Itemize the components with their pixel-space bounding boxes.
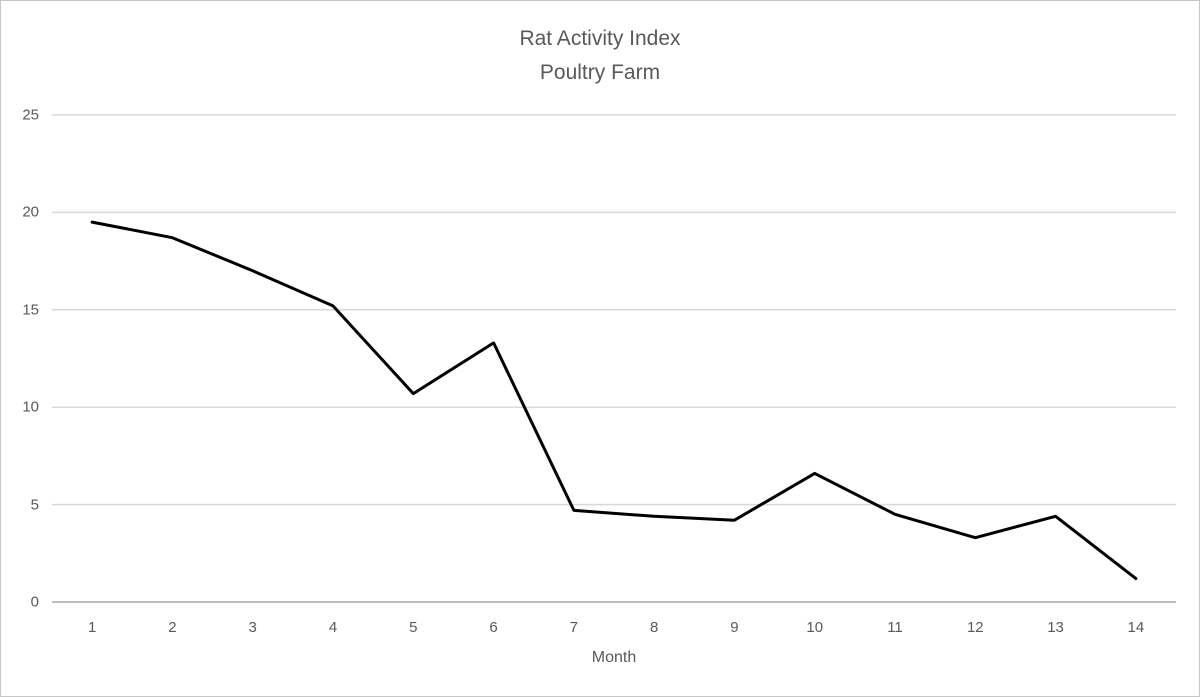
y-tick-label-25: 25 (22, 106, 39, 124)
x-tick-label-8: 8 (649, 619, 659, 636)
x-tick-label-7: 7 (569, 619, 579, 636)
x-tick-label-6: 6 (489, 619, 498, 636)
x-tick-label-2: 2 (168, 619, 177, 636)
x-tick-label-11: 11 (887, 619, 903, 636)
x-axis-title: Month (591, 649, 637, 666)
y-tick-label-10: 10 (22, 398, 39, 416)
y-tick-label-0: 0 (30, 593, 39, 611)
x-tick-label-3: 3 (248, 619, 257, 636)
x-tick-label-10: 10 (806, 619, 824, 636)
chart-title-line2: Poultry Farm (539, 61, 661, 84)
x-tick-label-14: 14 (1127, 619, 1145, 636)
x-tick-label-9: 9 (730, 619, 739, 636)
data-line-rat-activity (90, 220, 1138, 581)
x-tick-label-12: 12 (966, 619, 984, 636)
x-tick-label-4: 4 (328, 619, 338, 636)
y-tick-label-5: 5 (30, 496, 39, 514)
y-tick-label-20: 20 (22, 203, 39, 221)
x-tick-label-1: 1 (87, 619, 97, 636)
x-tick-label-5: 5 (409, 619, 418, 636)
y-tick-label-15: 15 (22, 301, 39, 319)
chart-title: Rat Activity Index Poultry Farm (1, 22, 1199, 90)
chart-title-line1: Rat Activity Index (519, 27, 681, 50)
x-tick-label-13: 13 (1047, 619, 1064, 636)
